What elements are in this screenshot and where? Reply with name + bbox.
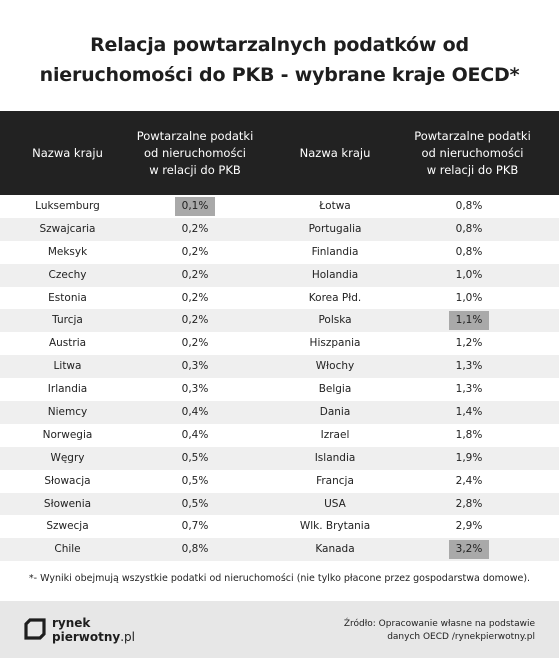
table-row: Austria 0,2% Hiszpania 1,2% [0,332,559,355]
country-cell: Kanada [315,543,355,556]
value-cell: 0,5% [181,497,209,510]
value-cell: 2,4% [455,474,483,487]
value-cell: 0,8% [455,245,483,258]
table-row: Estonia 0,2% Korea Płd. 1,0% [0,287,559,310]
country-cell: Turcja [52,314,83,327]
country-cell: Hiszpania [309,337,361,350]
country-cell: Łotwa [319,200,351,212]
table-row: Norwegia 0,4% Izrael 1,8% [0,424,559,447]
country-cell: Meksyk [47,245,88,258]
country-cell: Norwegia [42,428,93,441]
tax-table: Nazwa kraju Powtarzalne podatki od nieru… [0,111,559,562]
header-value-right: Powtarzalne podatki od nieruchomości w r… [414,128,531,177]
value-cell: 0,7% [181,520,209,533]
highlighted-value-cell: 3,2% [449,540,489,560]
value-cell: 0,2% [181,245,209,258]
country-cell: Islandia [314,451,356,464]
value-cell: 1,0% [455,291,483,304]
value-cell: 0,2% [181,314,209,327]
highlighted-value-cell: 0,1% [175,197,215,216]
country-cell: Dania [319,406,351,419]
value-cell: 1,2% [455,337,483,350]
country-cell: Szwecja [46,520,89,533]
value-cell: 0,3% [181,360,209,373]
value-cell: 2,8% [455,497,483,510]
title-line-1: Relacja powtarzalnych podatków od [90,34,469,56]
country-cell: Czechy [48,268,87,281]
table-row: Meksyk 0,2% Finlandia 0,8% [0,241,559,264]
table-row: Węgry 0,5% Islandia 1,9% [0,446,559,470]
table-row: Szwajcaria 0,2% Portugalia 0,8% [0,217,559,241]
country-cell: Irlandia [47,383,88,396]
country-cell: Wlk. Brytania [299,520,371,533]
rynekpierwotny-logo-icon [24,618,46,640]
logo-text-line1: rynek [52,616,91,630]
value-cell: 0,2% [181,268,209,281]
title-line-2: nieruchomości do PKB - wybrane kraje OEC… [39,64,520,86]
highlighted-value-cell: 1,1% [449,311,489,331]
table-row: Turcja 0,2% Polska 1,1% [0,309,559,333]
value-cell: 0,8% [181,543,209,556]
value-cell: 1,8% [455,428,483,441]
value-cell: 0,5% [181,451,209,464]
country-cell: Belgia [318,383,352,396]
country-cell: Chile [54,543,81,556]
table-row: Czechy 0,2% Holandia 1,0% [0,263,559,287]
brand-logo: rynek pierwotny.pl [24,614,184,646]
country-cell: Litwa [53,360,82,373]
country-cell: Słowacja [44,474,91,487]
country-cell: Korea Płd. [308,291,362,304]
country-cell: Słowenia [43,497,92,510]
value-cell: 1,3% [455,383,483,396]
country-cell: Izrael [320,428,350,441]
country-cell: Portugalia [308,222,362,235]
value-cell: 0,8% [455,200,483,212]
table-row: Irlandia 0,3% Belgia 1,3% [0,378,559,401]
country-cell: Estonia [48,291,87,304]
page-title: Relacja powtarzalnych podatków od nieruc… [0,30,559,90]
value-cell: 1,0% [455,268,483,281]
country-cell: Włochy [315,360,355,373]
value-cell: 1,4% [455,406,483,419]
country-cell: Luksemburg [35,200,100,212]
country-cell: Finlandia [311,245,359,258]
value-cell: 0,5% [181,474,209,487]
table-header: Nazwa kraju Powtarzalne podatki od nieru… [0,111,559,195]
header-country-left: Nazwa kraju [32,145,103,160]
country-cell: USA [324,497,346,510]
value-cell: 0,2% [181,222,209,235]
table-row: Słowenia 0,5% USA 2,8% [0,492,559,516]
table-row: Szwecja 0,7% Wlk. Brytania 2,9% [0,515,559,538]
country-cell: Polska [318,314,352,327]
value-cell: 1,9% [455,451,483,464]
source-note: Źródło: Opracowanie własne na podstawie … [343,619,535,642]
table-row: Chile 0,8% Kanada 3,2% [0,538,559,562]
logo-text-line2: pierwotny.pl [52,630,135,644]
country-cell: Francja [316,474,354,487]
value-cell: 0,2% [181,291,209,304]
header-country-right: Nazwa kraju [299,145,371,160]
country-cell: Niemcy [47,406,88,419]
table-row: Luksemburg 0,1% Łotwa 0,8% [0,195,559,218]
country-cell: Austria [48,337,87,350]
value-cell: 0,4% [181,406,209,419]
header-value-left: Powtarzalne podatki od nieruchomości w r… [136,128,254,177]
footnote: *- Wyniki obejmują wszystkie podatki od … [28,573,531,584]
footer: rynek pierwotny.pl Źródło: Opracowanie w… [0,601,559,658]
table-row: Niemcy 0,4% Dania 1,4% [0,401,559,424]
country-cell: Holandia [311,268,359,281]
table-row: Litwa 0,3% Włochy 1,3% [0,355,559,379]
value-cell: 0,4% [181,428,209,441]
country-cell: Szwajcaria [39,222,96,235]
value-cell: 0,2% [181,337,209,350]
value-cell: 2,9% [455,520,483,533]
table-row: Słowacja 0,5% Francja 2,4% [0,470,559,493]
value-cell: 0,8% [455,222,483,235]
value-cell: 1,3% [455,360,483,373]
value-cell: 0,3% [181,383,209,396]
table-body: Luksemburg 0,1% Łotwa 0,8% Szwajcaria 0,2% Por… [0,195,559,562]
country-cell: Węgry [50,451,85,464]
